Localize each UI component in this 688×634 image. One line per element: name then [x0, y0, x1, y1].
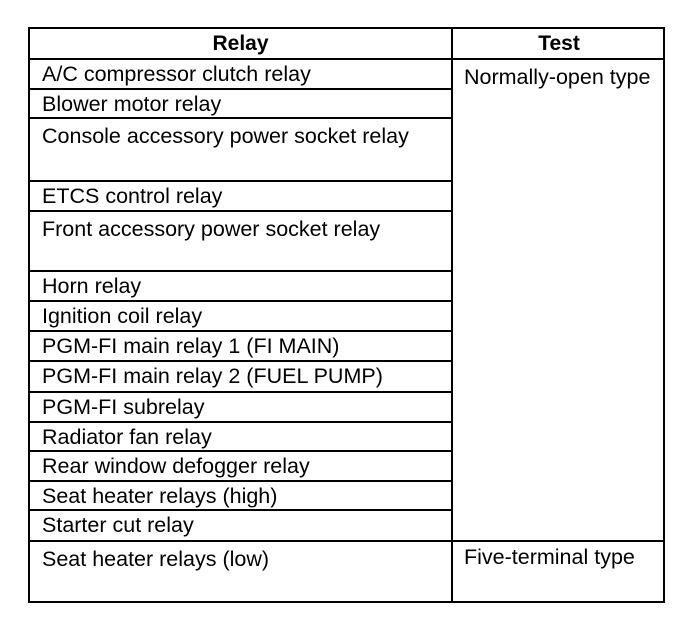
- test-cell-normally-open: Normally-open type: [464, 65, 651, 89]
- relay-cell: Rear window defogger relay: [42, 454, 310, 478]
- relay-test-table: Relay Test A/C compressor clutch relay B…: [28, 27, 665, 603]
- relay-cell: Radiator fan relay: [42, 425, 212, 449]
- header-relay: Relay: [212, 32, 269, 55]
- table-row: Ignition coil relay: [30, 300, 451, 330]
- relay-cell: Blower motor relay: [42, 92, 222, 116]
- column-divider: [451, 29, 453, 601]
- relay-cell: Seat heater relays (low): [42, 547, 270, 571]
- table-row: Blower motor relay: [30, 88, 451, 117]
- relay-cell: ETCS control relay: [42, 184, 223, 208]
- table-row: Rear window defogger relay: [30, 450, 451, 480]
- table-row: Seat heater relays (low): [30, 540, 451, 603]
- header-divider: [451, 58, 663, 60]
- header-test: Test: [538, 32, 580, 55]
- table-row: ETCS control relay: [30, 180, 451, 210]
- table-row: PGM-FI main relay 1 (FI MAIN): [30, 330, 451, 360]
- relay-cell: Starter cut relay: [42, 513, 194, 537]
- table-row: Starter cut relay: [30, 509, 451, 540]
- table-row: Radiator fan relay: [30, 421, 451, 450]
- test-cell-five-terminal: Five-terminal type: [464, 545, 635, 569]
- table-row: Horn relay: [30, 270, 451, 300]
- relay-cell: Seat heater relays (high): [42, 484, 278, 508]
- relay-cell: PGM-FI main relay 2 (FUEL PUMP): [42, 364, 383, 388]
- table-row: Front accessory power socket relay: [30, 210, 451, 270]
- relay-cell: PGM-FI main relay 1 (FI MAIN): [42, 334, 340, 358]
- relay-cell: Front accessory power socket relay: [42, 217, 381, 241]
- table-row: PGM-FI main relay 2 (FUEL PUMP): [30, 360, 451, 391]
- table-row: Console accessory power socket relay: [30, 117, 451, 180]
- test-group-divider: [451, 540, 663, 542]
- relay-cell: Horn relay: [42, 274, 142, 298]
- relay-cell: A/C compressor clutch relay: [42, 62, 311, 86]
- table-row: A/C compressor clutch relay: [30, 58, 451, 88]
- table-row: PGM-FI subrelay: [30, 391, 451, 421]
- table-row: Seat heater relays (high): [30, 480, 451, 509]
- relay-cell: Ignition coil relay: [42, 304, 203, 328]
- relay-cell: PGM-FI subrelay: [42, 395, 205, 419]
- relay-cell: Console accessory power socket relay: [42, 124, 409, 148]
